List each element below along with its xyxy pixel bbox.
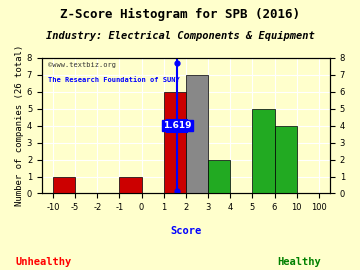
X-axis label: Score: Score	[170, 226, 202, 236]
Bar	[53, 177, 75, 194]
Bar	[186, 75, 208, 194]
Bar	[164, 92, 186, 194]
Y-axis label: Number of companies (26 total): Number of companies (26 total)	[15, 45, 24, 206]
Bar	[275, 126, 297, 194]
Bar	[120, 177, 141, 194]
Text: Healthy: Healthy	[277, 257, 321, 267]
Text: Z-Score Histogram for SPB (2016): Z-Score Histogram for SPB (2016)	[60, 8, 300, 21]
Bar	[252, 109, 275, 194]
Text: 1.619: 1.619	[163, 121, 192, 130]
Text: ©www.textbiz.org: ©www.textbiz.org	[48, 62, 116, 68]
Bar	[208, 160, 230, 194]
Text: Unhealthy: Unhealthy	[15, 257, 71, 267]
Text: The Research Foundation of SUNY: The Research Foundation of SUNY	[48, 77, 179, 83]
Text: Industry: Electrical Components & Equipment: Industry: Electrical Components & Equipm…	[46, 31, 314, 41]
